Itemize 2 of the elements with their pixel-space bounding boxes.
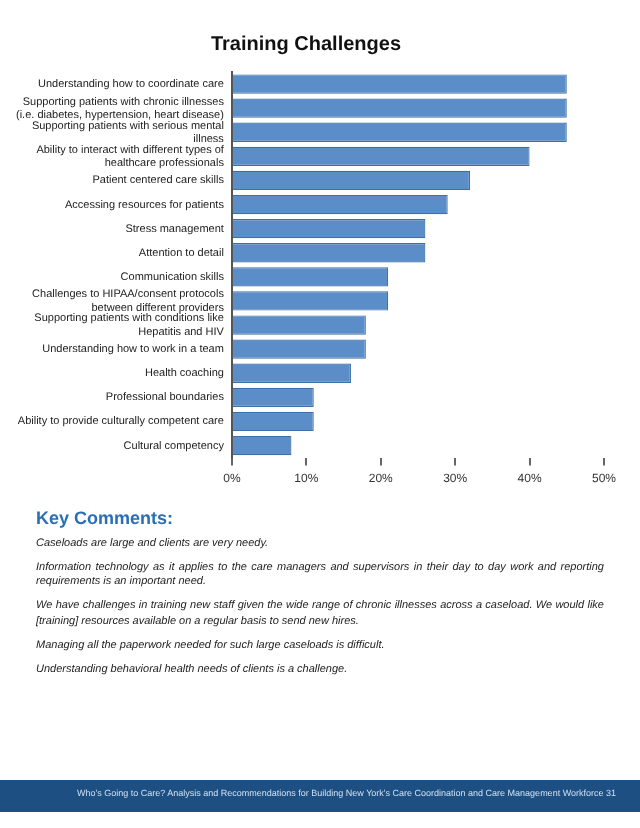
chart-title: Training Challenges: [210, 33, 402, 56]
text: Key Comments:: [36, 508, 176, 528]
